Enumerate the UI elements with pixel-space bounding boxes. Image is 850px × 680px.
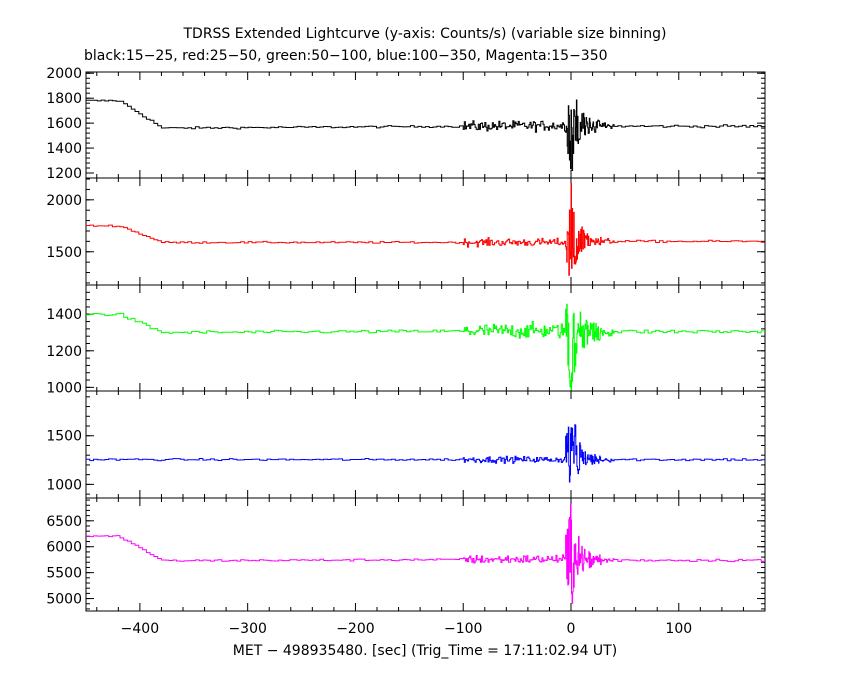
series-line-blue <box>86 424 765 483</box>
y-tick-label: 1500 <box>46 245 82 261</box>
y-tick-label: 1200 <box>46 166 82 182</box>
x-tick-label: −200 <box>336 621 374 637</box>
y-tick-label: 5000 <box>46 592 82 608</box>
y-tick-label: 1800 <box>46 91 82 107</box>
y-tick-label: 1500 <box>46 429 82 445</box>
panel-frame <box>85 497 766 612</box>
panel-green: 1000 1200 1400 <box>46 284 766 396</box>
y-tick-label: 1000 <box>46 380 82 396</box>
series-line-magenta <box>86 503 765 604</box>
panel-frame <box>85 284 766 392</box>
panel-frame <box>85 71 766 179</box>
series-line-red <box>86 183 765 276</box>
y-tick-label: 1600 <box>46 116 82 132</box>
y-tick-label: 1000 <box>46 477 82 493</box>
y-tick-label: 1400 <box>46 307 82 323</box>
y-tick-label: 2000 <box>46 66 82 82</box>
x-tick-label: −100 <box>444 621 482 637</box>
x-tick-label: 100 <box>665 621 692 637</box>
x-tick-label: 0 <box>567 621 576 637</box>
panel-frame <box>85 390 766 499</box>
panel-black: 1200 1400 1600 1800 2000 <box>46 66 766 182</box>
x-tick-label: −300 <box>228 621 266 637</box>
series-line-green <box>86 303 765 392</box>
series-line-black <box>86 99 765 171</box>
y-tick-label: 1200 <box>46 344 82 360</box>
chart-subtitle: black:15−25, red:25−50, green:50−100, bl… <box>84 48 608 64</box>
panel-blue: 1000 1500 <box>46 390 766 499</box>
panel-frame <box>85 177 766 286</box>
chart-title: TDRSS Extended Lightcurve (y-axis: Count… <box>182 26 666 42</box>
y-tick-label: 6000 <box>46 540 82 556</box>
panel-magenta: 5000 5500 6000 6500 <box>46 497 766 612</box>
x-tick-label: −400 <box>121 621 159 637</box>
y-tick-label: 6500 <box>46 514 82 530</box>
x-axis-label: MET − 498935480. [sec] (Trig_Time = 17:1… <box>233 643 617 659</box>
y-tick-label: 5500 <box>46 566 82 582</box>
y-tick-label: 2000 <box>46 193 82 209</box>
y-tick-label: 1400 <box>46 141 82 157</box>
panels-group: 1200140016001800200015002000100012001400… <box>46 66 766 637</box>
panel-red: 1500 2000 <box>46 177 766 286</box>
